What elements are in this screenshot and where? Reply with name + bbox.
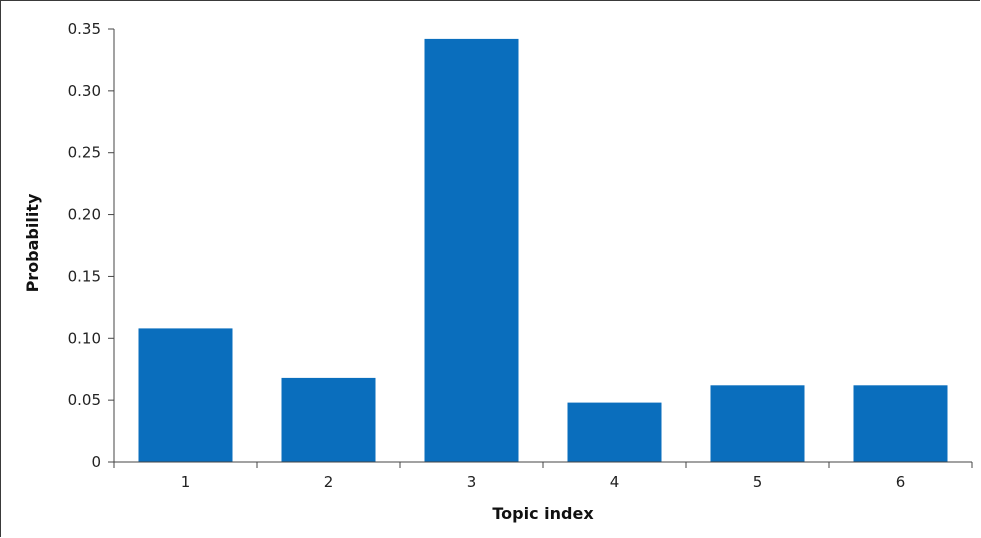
y-tick-label: 0.10 bbox=[68, 329, 101, 347]
bar-topic-6 bbox=[853, 385, 948, 462]
x-tick-label: 3 bbox=[467, 473, 477, 491]
x-tick-label: 5 bbox=[753, 473, 763, 491]
x-tick-label: 6 bbox=[896, 473, 906, 491]
y-tick-label: 0.15 bbox=[68, 267, 101, 285]
y-tick-label: 0.30 bbox=[68, 82, 101, 100]
x-tick-label: 4 bbox=[610, 473, 620, 491]
x-ticks-group: 1 2 3 4 5 6 bbox=[113, 462, 973, 491]
axes-group bbox=[113, 29, 972, 463]
x-tick-label: 1 bbox=[181, 473, 191, 491]
y-axis-title: Probability bbox=[23, 193, 42, 292]
y-tick-label: 0 bbox=[91, 453, 101, 471]
bar-topic-5 bbox=[710, 385, 805, 462]
y-tick-label: 0.05 bbox=[68, 391, 101, 409]
x-axis-title: Topic index bbox=[492, 504, 594, 523]
bars-group bbox=[138, 38, 948, 463]
y-tick-label: 0.25 bbox=[68, 144, 101, 162]
x-tick-label: 2 bbox=[324, 473, 334, 491]
bar-topic-4 bbox=[567, 402, 662, 462]
y-tick-label: 0.35 bbox=[68, 20, 101, 38]
y-ticks-group: 0 0.05 0.10 0.15 0.20 0.25 0.30 0.35 bbox=[68, 20, 114, 471]
bar-topic-2 bbox=[281, 377, 376, 462]
bar-topic-1 bbox=[138, 328, 233, 462]
bar-topic-3 bbox=[424, 38, 519, 463]
y-tick-label: 0.20 bbox=[68, 206, 101, 224]
